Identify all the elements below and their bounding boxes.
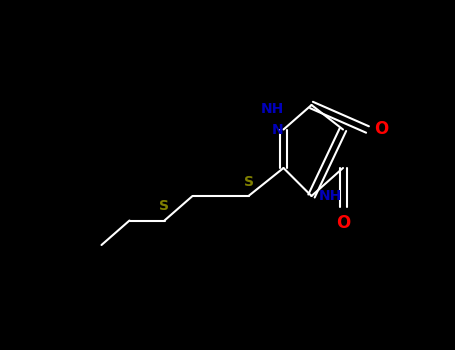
- Text: NH: NH: [318, 189, 342, 203]
- Text: NH: NH: [260, 102, 283, 116]
- Text: N: N: [272, 122, 283, 136]
- Text: S: S: [243, 175, 253, 189]
- Text: O: O: [374, 120, 389, 139]
- Text: S: S: [160, 199, 170, 213]
- Text: O: O: [336, 214, 350, 231]
